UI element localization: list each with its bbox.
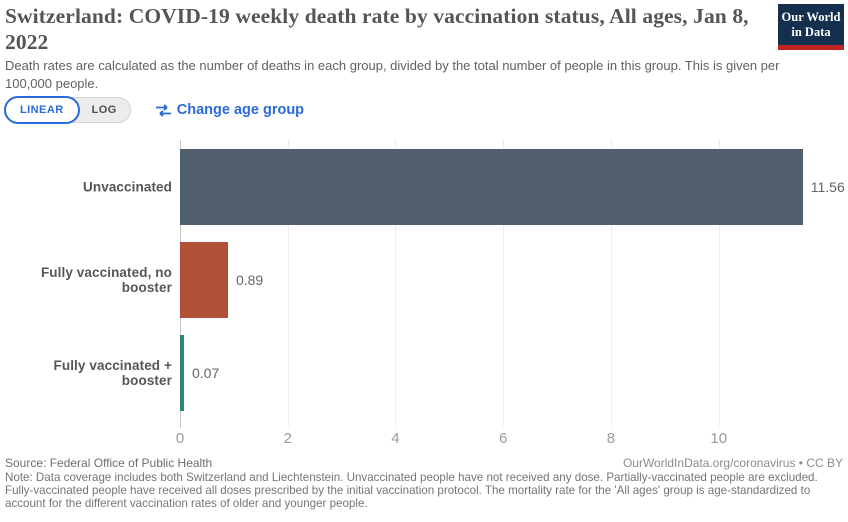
owid-logo-line2: in Data [791,24,831,39]
page-title: Switzerland: COVID-19 weekly death rate … [5,4,749,55]
category-label: Fully vaccinated, no booster [40,264,172,295]
bar[interactable] [180,241,228,318]
gridline [287,140,289,426]
note-text: Note: Data coverage includes both Switze… [5,471,818,510]
gridline [718,140,720,426]
chart-subtitle: Death rates are calculated as the number… [5,58,780,92]
x-tick-label: 10 [710,430,728,447]
scale-toggle[interactable]: LINEAR LOG [4,96,131,124]
change-age-group-button[interactable]: Change age group [155,102,304,118]
bar-row: Fully vaccinated, no booster 0.89 [0,233,848,326]
x-tick-label: 0 [175,430,185,447]
bar-row: Unvaccinated 11.56 [0,140,848,233]
swap-arrows-icon [155,103,172,117]
log-scale-button[interactable]: LOG [91,104,117,116]
bar-value-label: 0.07 [192,365,220,382]
gridline [610,140,612,426]
source-text: Source: Federal Office of Public Health [5,456,213,470]
bar-value-label: 0.89 [235,271,264,288]
owid-logo-line1: Our World [781,10,841,25]
bar-chart: 0 2 4 6 8 10 Unvaccinated 11.56 Fully vaccinated… [0,140,848,452]
linear-scale-button[interactable]: LINEAR [4,96,80,124]
chart-footer: Source: Federal Office of Public Health … [5,456,843,510]
x-tick-label: 8 [606,430,616,447]
change-age-group-label: Change age group [176,102,305,118]
bar[interactable] [180,335,184,412]
chart-controls: LINEAR LOG Change age group [4,96,304,124]
owid-logo[interactable]: Our World in Data [778,4,844,50]
bar[interactable] [180,148,803,225]
x-tick-label: 4 [391,430,400,447]
category-label: Fully vaccinated + booster [53,358,172,389]
attribution-text: OurWorldInData.org/coronavirus • CC BY [622,456,843,470]
x-tick-label: 6 [499,430,508,447]
gridline [503,140,505,426]
bar-row: Fully vaccinated + booster 0.07 [0,327,848,420]
gridline [395,140,397,426]
bar-value-label: 11.56 [810,178,845,195]
category-label: Unvaccinated [83,179,172,195]
x-tick-label: 2 [283,430,292,447]
